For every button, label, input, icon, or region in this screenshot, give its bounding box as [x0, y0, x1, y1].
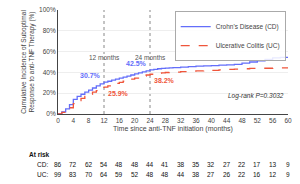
svg-text:64: 64: [100, 171, 108, 178]
svg-text:28: 28: [162, 117, 170, 124]
svg-text:72: 72: [69, 161, 77, 168]
svg-text:52: 52: [131, 171, 139, 178]
svg-text:83: 83: [69, 171, 77, 178]
svg-text:20: 20: [131, 117, 139, 124]
svg-text:30.7%: 30.7%: [80, 72, 101, 79]
svg-text:48: 48: [238, 117, 246, 124]
svg-text:38: 38: [192, 171, 200, 178]
svg-text:42.5%: 42.5%: [126, 60, 147, 67]
svg-text:48: 48: [161, 171, 169, 178]
svg-text:0: 0: [56, 117, 60, 124]
svg-text:Time since anti-TNF initiation: Time since anti-TNF initiation (months): [113, 125, 233, 133]
svg-text:22: 22: [238, 161, 246, 168]
svg-text:80%: 80%: [43, 27, 56, 34]
svg-text:20%: 20%: [43, 89, 56, 96]
svg-text:44: 44: [146, 161, 154, 168]
svg-text:48: 48: [115, 161, 123, 168]
svg-text:44: 44: [177, 171, 185, 178]
svg-text:12: 12: [269, 171, 277, 178]
svg-text:27: 27: [223, 161, 231, 168]
svg-text:UC:: UC:: [37, 171, 48, 178]
svg-text:48: 48: [131, 161, 139, 168]
svg-text:41: 41: [161, 161, 169, 168]
svg-text:54: 54: [100, 161, 108, 168]
svg-text:35: 35: [192, 161, 200, 168]
svg-text:16: 16: [253, 171, 261, 178]
svg-text:24 months: 24 months: [135, 54, 166, 61]
svg-text:24: 24: [146, 117, 154, 124]
svg-text:9: 9: [286, 171, 290, 178]
svg-text:100%: 100%: [39, 6, 56, 13]
svg-text:Crohn's Disease (CD): Crohn's Disease (CD): [216, 23, 279, 31]
svg-text:62: 62: [85, 161, 93, 168]
svg-text:44: 44: [223, 117, 231, 124]
svg-text:60%: 60%: [43, 48, 56, 55]
svg-text:27: 27: [207, 171, 215, 178]
svg-text:32: 32: [177, 117, 185, 124]
svg-text:CD:: CD:: [37, 161, 48, 168]
svg-text:59: 59: [115, 171, 123, 178]
svg-text:38: 38: [177, 161, 185, 168]
svg-text:99: 99: [54, 171, 62, 178]
svg-text:Cumulative Incidence of Subopt: Cumulative Incidence of SuboptimalRespon…: [20, 10, 36, 114]
svg-text:56: 56: [269, 117, 277, 124]
svg-text:9: 9: [286, 161, 290, 168]
svg-text:Log-rank P=0.3032: Log-rank P=0.3032: [228, 92, 284, 100]
svg-text:Ulcerative Colitis (UC): Ulcerative Colitis (UC): [216, 42, 280, 50]
svg-text:0%: 0%: [46, 110, 56, 117]
svg-text:12: 12: [100, 117, 108, 124]
svg-text:22: 22: [238, 171, 246, 178]
svg-text:40%: 40%: [43, 69, 56, 76]
svg-text:25.9%: 25.9%: [108, 90, 129, 97]
svg-text:32: 32: [207, 161, 215, 168]
svg-text:16: 16: [116, 117, 124, 124]
svg-text:36: 36: [192, 117, 200, 124]
svg-text:12 months: 12 months: [89, 54, 120, 61]
svg-text:40: 40: [208, 117, 216, 124]
svg-text:4: 4: [72, 117, 76, 124]
svg-text:52: 52: [254, 117, 262, 124]
svg-text:48: 48: [146, 171, 154, 178]
svg-text:70: 70: [85, 171, 93, 178]
svg-text:At risk: At risk: [29, 151, 50, 158]
svg-text:38.2%: 38.2%: [154, 77, 175, 84]
svg-text:13: 13: [269, 161, 277, 168]
svg-text:86: 86: [54, 161, 62, 168]
svg-text:60: 60: [284, 117, 292, 124]
svg-text:26: 26: [223, 171, 231, 178]
svg-text:8: 8: [87, 117, 91, 124]
svg-text:17: 17: [253, 161, 261, 168]
